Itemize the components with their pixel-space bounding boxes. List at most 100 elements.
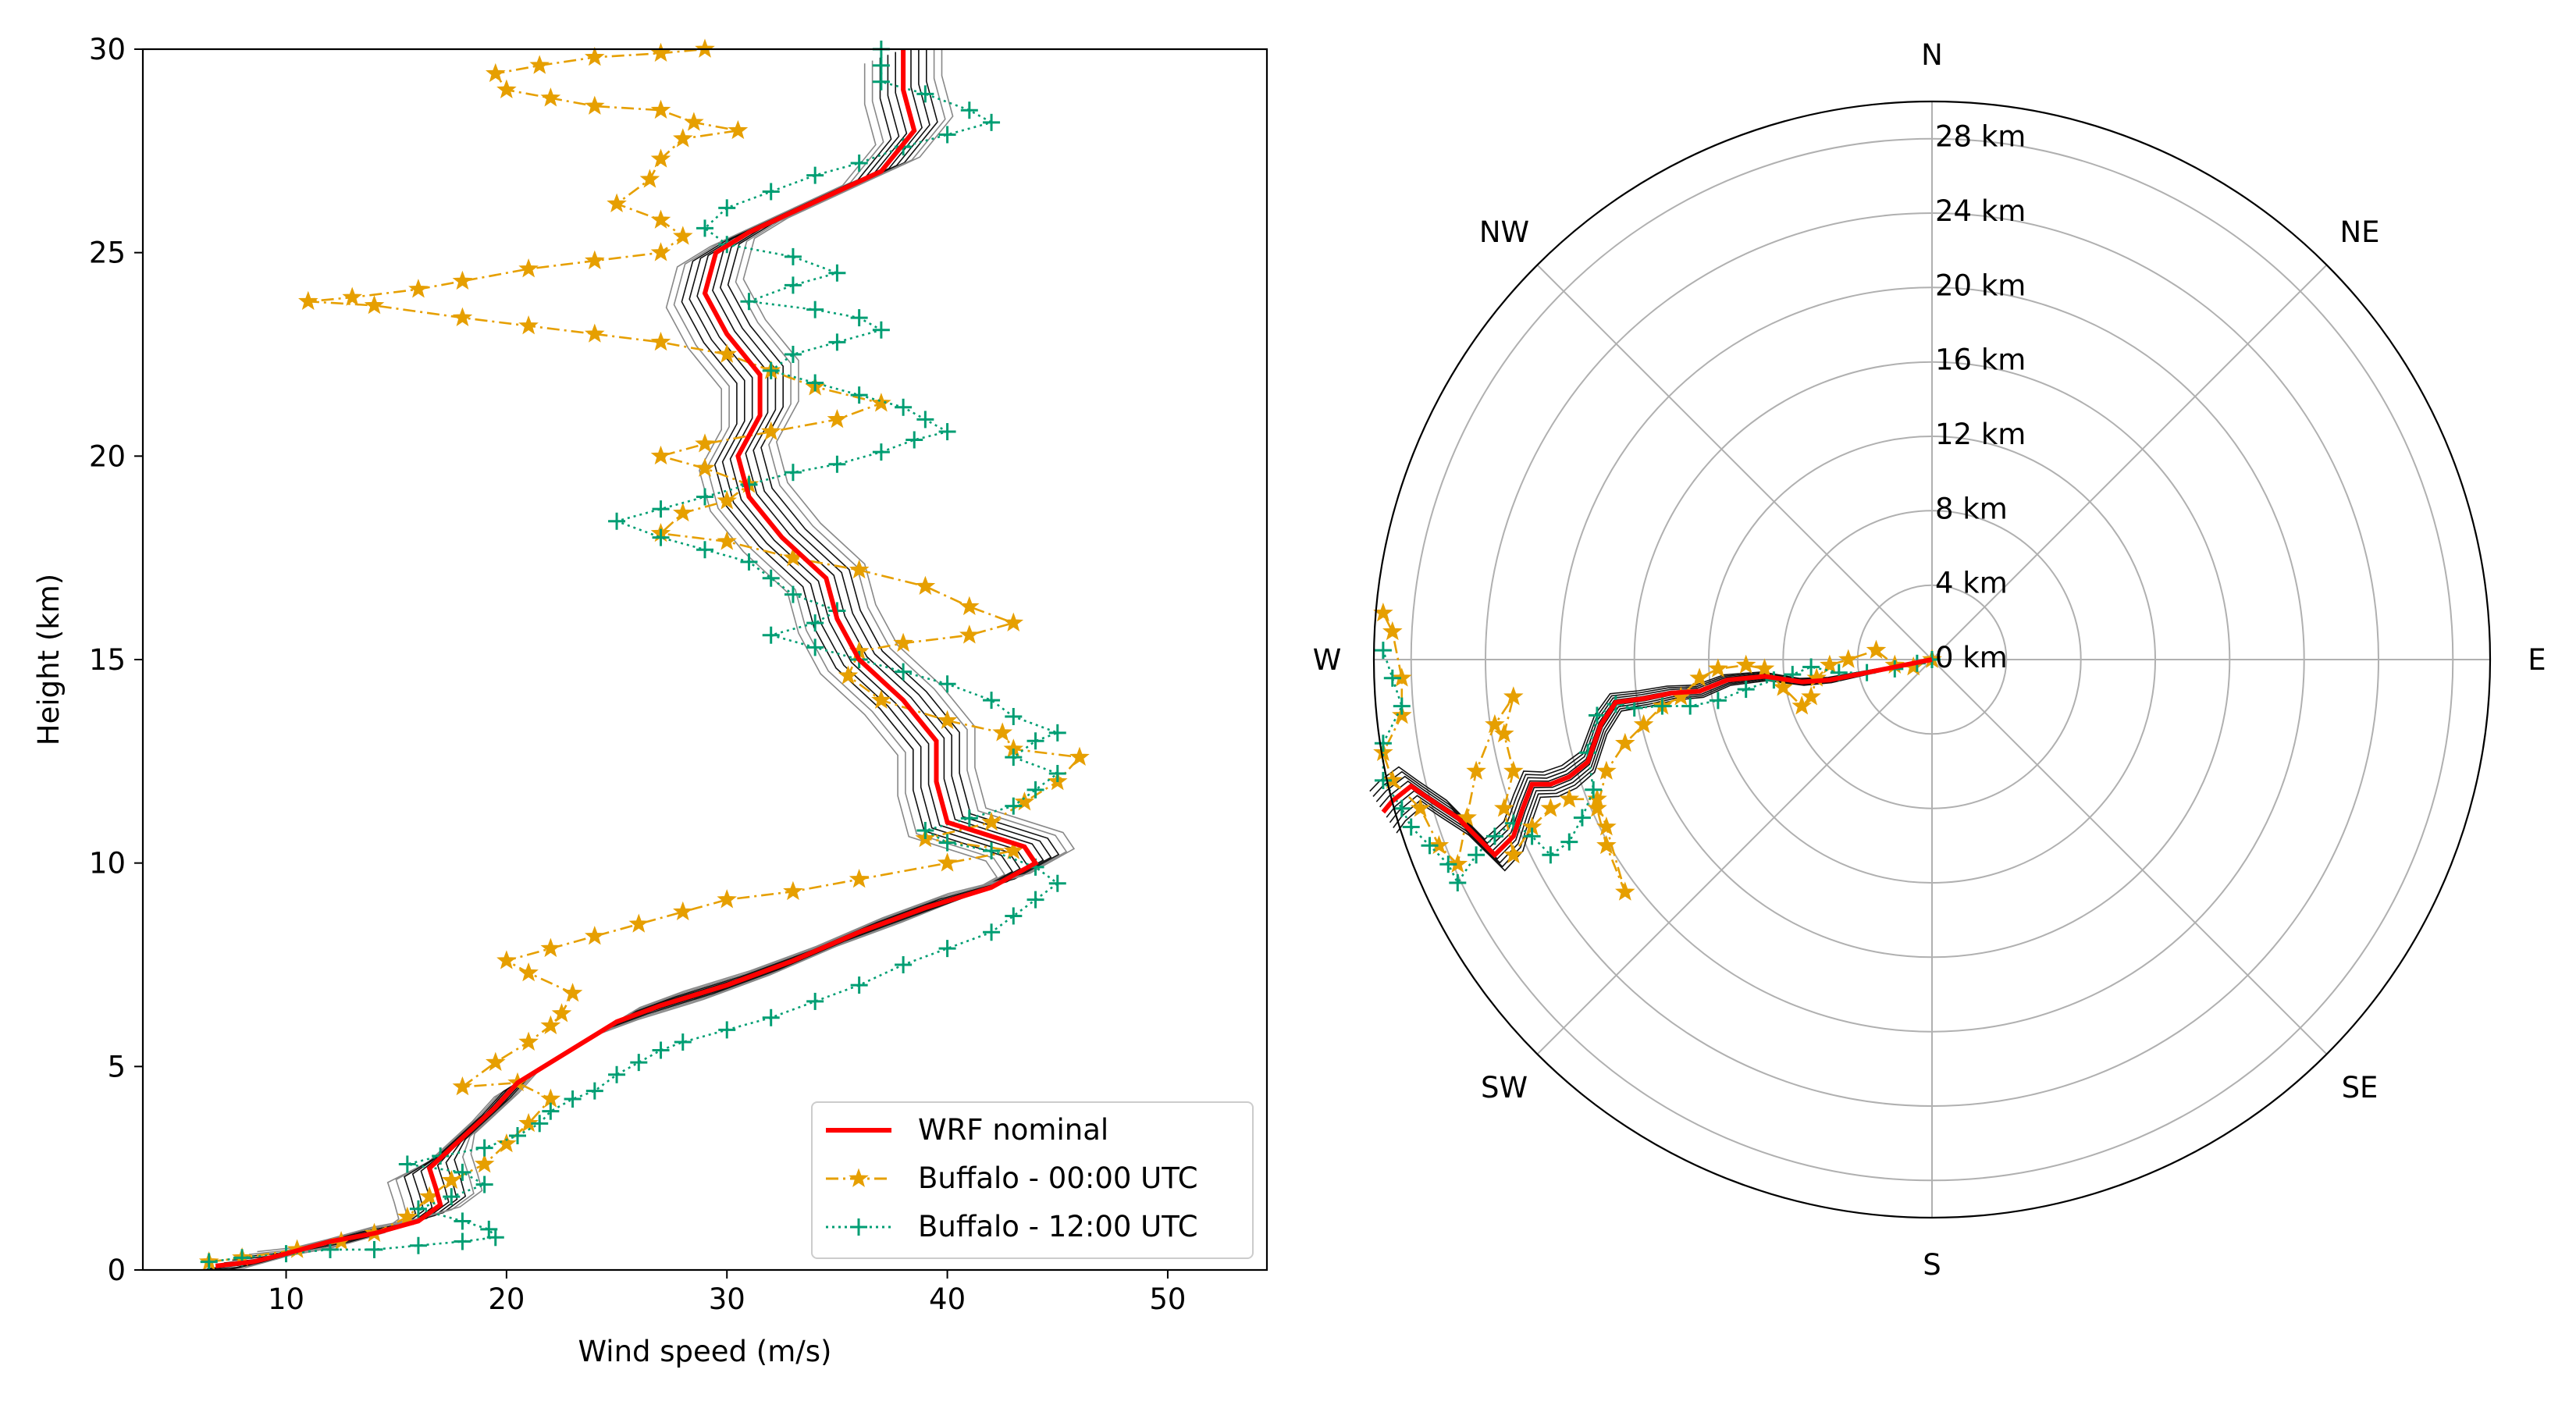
radial-label: 4 km — [1935, 567, 2008, 600]
data-point-star — [915, 575, 936, 596]
y-tick-label: 0 — [107, 1254, 126, 1287]
data-point-plus — [475, 1139, 493, 1157]
direction-label-sw: SW — [1481, 1071, 1528, 1104]
polar-data-point-star — [1735, 654, 1756, 674]
data-point-star — [628, 913, 649, 933]
radial-label: 24 km — [1935, 194, 2026, 228]
polar-data-point-plus — [1589, 706, 1606, 724]
data-point-plus — [850, 386, 868, 404]
data-point-star — [496, 1133, 517, 1153]
data-point-star — [717, 889, 737, 909]
data-point-star — [452, 270, 473, 290]
polar-data-point-plus — [1393, 697, 1411, 715]
data-point-plus — [983, 923, 1001, 941]
polar-series-line-buffalo-12 — [1382, 649, 1933, 885]
polar-data-point-plus — [1439, 855, 1457, 873]
data-point-star — [783, 880, 803, 901]
polar-data-point-star — [1615, 881, 1635, 901]
data-point-plus — [1026, 891, 1044, 909]
data-point-plus — [740, 553, 758, 571]
data-point-star — [717, 531, 737, 550]
x-tick-label: 10 — [268, 1282, 304, 1316]
data-point-plus — [454, 1232, 471, 1250]
data-point-plus — [806, 638, 824, 656]
legend-label-buffalo-00: Buffalo - 00:00 UTC — [918, 1161, 1198, 1195]
polar-data-point-plus — [1374, 771, 1392, 789]
direction-label-e: E — [2528, 643, 2546, 677]
polar-data-point-plus — [1625, 699, 1643, 717]
data-point-star — [607, 193, 627, 212]
polar-data-point-star — [1382, 621, 1403, 641]
x-axis-ticks: 10 20 30 40 50 — [268, 1270, 1186, 1316]
data-point-star — [540, 87, 561, 107]
data-point-plus — [784, 585, 802, 603]
data-point-plus — [895, 663, 913, 681]
data-point-star — [529, 55, 550, 74]
radial-label: 28 km — [1935, 120, 2026, 154]
y-tick-label: 20 — [89, 439, 126, 473]
data-point-star — [518, 1112, 539, 1133]
data-point-star — [408, 279, 429, 298]
polar-data-point-star — [1503, 686, 1524, 706]
ensemble-member-line — [190, 57, 1014, 1271]
data-point-plus — [762, 361, 780, 379]
ensemble-member-line — [182, 60, 1006, 1271]
x-axis-label: Wind speed (m/s) — [578, 1335, 832, 1368]
data-point-star — [518, 1031, 539, 1051]
data-point-star — [827, 408, 848, 429]
data-point-star — [959, 596, 980, 616]
data-point-star — [650, 99, 671, 119]
data-point-star — [650, 148, 671, 168]
direction-label-ne: NE — [2339, 215, 2379, 249]
data-point-plus — [409, 1200, 427, 1218]
polar-data-point-plus — [1802, 658, 1820, 676]
polar-data-point-star — [1633, 713, 1654, 734]
data-point-plus — [806, 614, 824, 632]
polar-data-point-star — [1457, 807, 1477, 827]
data-point-plus — [1005, 749, 1023, 767]
polar-grid-spoke — [1931, 264, 2328, 660]
polar-data-point-star — [1485, 713, 1505, 734]
wind-speed-profile-chart: 10 20 30 40 50 0 5 10 15 20 25 30 Wind speed (m/s)… — [32, 33, 1268, 1368]
data-point-plus — [652, 1041, 670, 1059]
polar-data-point-star — [1447, 853, 1468, 873]
legend-marker-plus-glyph — [850, 1218, 867, 1236]
data-point-plus — [916, 411, 934, 429]
polar-data-point-star — [1596, 816, 1617, 836]
data-point-star — [518, 315, 539, 335]
direction-label-n: N — [1921, 38, 1943, 72]
data-point-star — [486, 62, 506, 83]
data-point-star — [673, 901, 693, 921]
data-point-plus — [938, 675, 956, 693]
polar-data-point-star — [1791, 695, 1812, 715]
data-point-plus — [906, 431, 923, 449]
data-point-plus — [938, 940, 956, 958]
polar-data-point-star — [1503, 844, 1524, 864]
polar-data-point-plus — [1421, 837, 1439, 855]
wind-direction-polar-chart: N NE E SE S SW W NW 0 km 4 km 8 km 12 km 16 km 20 km… — [1313, 38, 2546, 1282]
data-point-plus — [585, 1082, 603, 1100]
data-point-plus — [784, 276, 802, 294]
polar-data-point-plus — [1585, 781, 1603, 799]
data-point-plus — [960, 101, 978, 119]
data-point-plus — [872, 443, 890, 461]
data-point-plus — [652, 528, 670, 546]
polar-data-point-plus — [1681, 697, 1699, 715]
polar-data-point-plus — [1542, 846, 1560, 864]
polar-grid-spoke — [1536, 659, 1933, 1055]
data-point-star — [893, 632, 913, 653]
data-point-star — [496, 79, 517, 98]
x-tick-label: 30 — [709, 1282, 745, 1316]
data-point-plus — [718, 199, 736, 217]
data-point-star — [650, 42, 671, 62]
data-point-star — [1003, 612, 1024, 631]
x-tick-label: 40 — [929, 1282, 966, 1316]
data-point-plus — [674, 1033, 692, 1051]
data-point-star — [474, 1154, 495, 1173]
polar-data-point-plus — [1449, 874, 1467, 891]
polar-data-point-plus — [1374, 735, 1392, 752]
polar-data-point-star — [1559, 788, 1580, 808]
polar-data-point-star — [1773, 677, 1794, 696]
data-point-star — [695, 433, 715, 453]
